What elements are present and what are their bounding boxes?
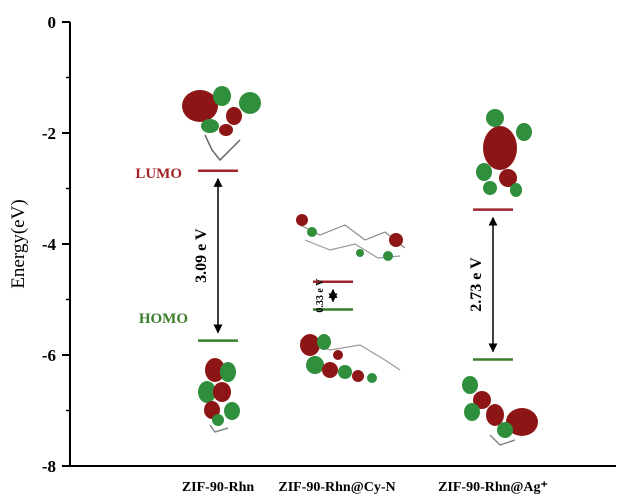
energy-levels: 3.09 e V 0.33 e V 2.73 e V xyxy=(193,169,513,361)
lumo-label: LUMO xyxy=(135,166,182,182)
y-tick-label: -8 xyxy=(42,457,56,476)
category-label: ZIF-90-Rhn xyxy=(182,480,255,495)
gap-label: 2.73 e V xyxy=(468,257,485,312)
y-tick-label: -6 xyxy=(42,346,56,365)
y-axis-label: Energy(eV) xyxy=(8,199,29,288)
orbital-lumo-2 xyxy=(296,214,406,261)
orbital-homo-1 xyxy=(198,358,240,433)
y-tick-label: 0 xyxy=(48,13,57,32)
category-label: ZIF-90-Rhn@Cy-N xyxy=(278,480,395,495)
orbital-illustrations xyxy=(182,86,538,446)
y-tick-label: -2 xyxy=(42,124,56,143)
gap-label: 0.33 e V xyxy=(315,278,326,313)
gap-label: 3.09 e V xyxy=(193,228,210,283)
y-ticks: 0 -2 -4 -6 -8 xyxy=(42,13,70,476)
orbital-lumo-3 xyxy=(476,109,532,197)
category-label: ZIF-90-Rhn@Ag⁺ xyxy=(438,480,548,495)
category-labels: ZIF-90-Rhn ZIF-90-Rhn@Cy-N ZIF-90-Rhn@Ag⁺ xyxy=(182,480,548,495)
y-tick-label: -4 xyxy=(42,235,57,254)
homo-label: HOMO xyxy=(139,311,188,327)
orbital-homo-2 xyxy=(299,334,401,383)
orbital-homo-3 xyxy=(462,376,538,446)
orbital-lumo-1 xyxy=(182,86,261,162)
